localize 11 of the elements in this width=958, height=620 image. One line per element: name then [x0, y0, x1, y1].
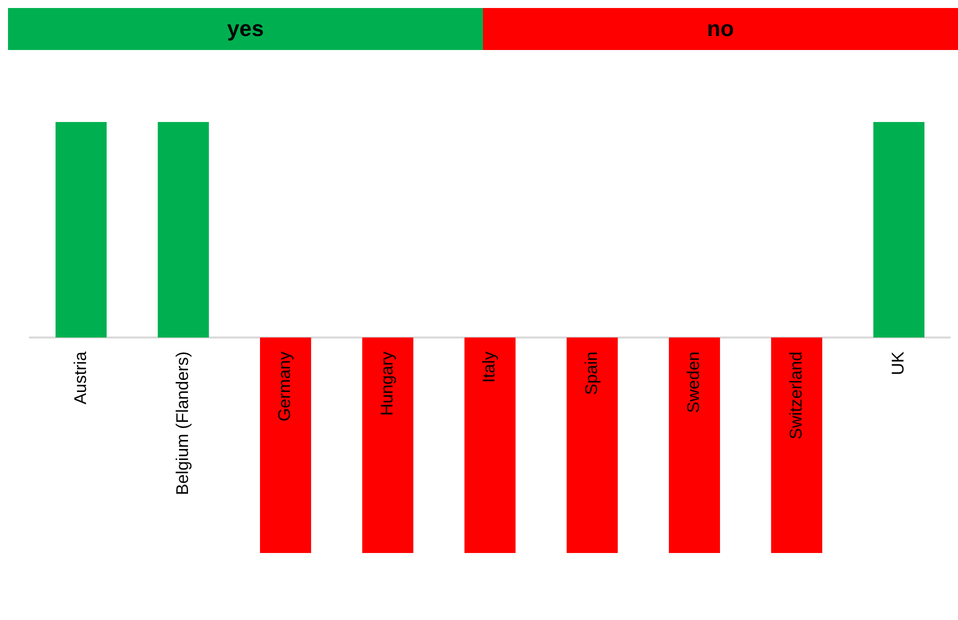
text: yes	[8, 8, 483, 50]
x-tick-label: UK	[888, 350, 908, 376]
x-tick-label: Spain	[582, 352, 601, 395]
x-tick-label: Italy	[480, 351, 499, 383]
x-tick-label: Switzerland	[786, 352, 806, 440]
text: no	[483, 8, 958, 50]
x-tick-label: Austria	[70, 350, 90, 404]
x-tick-label: Germany	[275, 351, 294, 422]
x-tick-label: Hungary	[377, 351, 396, 416]
x-tick-label: Belgium (Flanders)	[173, 352, 192, 496]
x-tick-label: Sweden	[684, 352, 704, 413]
